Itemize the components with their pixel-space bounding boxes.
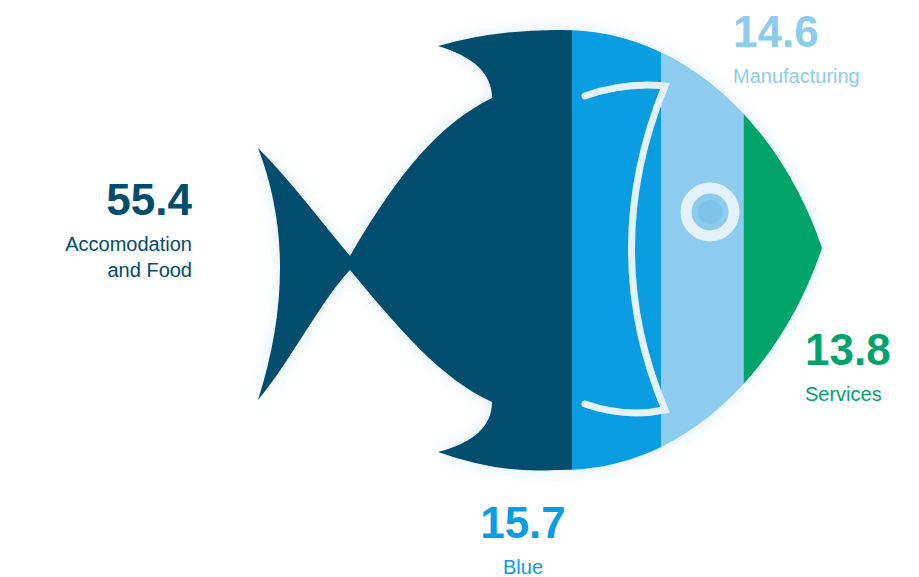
chart: 55.4 15.7 14.6 13.8 Accomodationand Food Blue… <box>0 0 919 577</box>
category-label: Accomodationand Food <box>65 233 192 281</box>
eye <box>698 200 722 224</box>
value-label: 14.6 <box>733 7 819 56</box>
category-label: Manufacturing <box>733 65 860 87</box>
gill <box>585 85 665 413</box>
category-label: Services <box>805 383 882 405</box>
segment <box>258 0 573 577</box>
value-label: 15.7 <box>480 498 566 547</box>
value-label: 13.8 <box>805 325 891 374</box>
category-label: Blue <box>503 556 543 577</box>
segment <box>661 0 744 577</box>
eye-ring <box>686 188 734 236</box>
value-label: 55.4 <box>106 175 192 224</box>
labels: 55.4 15.7 14.6 13.8 Accomodationand Food Blue… <box>65 7 890 577</box>
